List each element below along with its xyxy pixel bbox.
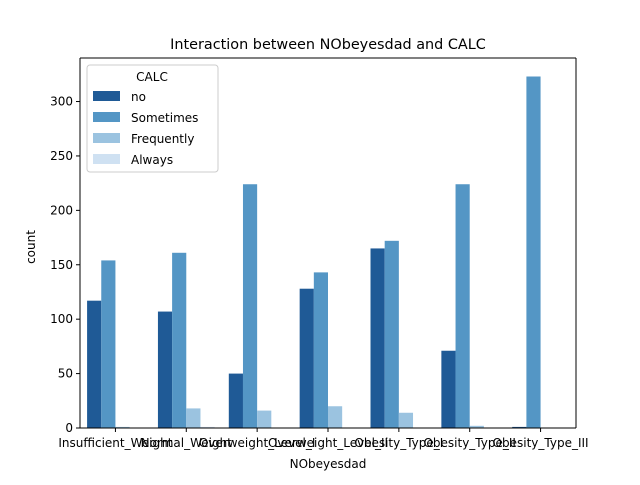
- bar: [200, 426, 215, 428]
- bar: [157, 311, 173, 428]
- y-tick-label: 300: [50, 95, 73, 109]
- bar: [384, 240, 399, 428]
- bar: [242, 184, 258, 428]
- bar: [87, 300, 102, 428]
- x-tick-label: Insufficient_Weight: [58, 436, 172, 450]
- bar: [512, 426, 527, 428]
- bar: [228, 373, 243, 428]
- bar: [257, 410, 272, 428]
- legend-swatch: [93, 91, 120, 101]
- y-tick-label: 100: [50, 312, 73, 326]
- bar: [469, 425, 484, 428]
- bar: [398, 412, 414, 428]
- x-tick-label: Obesity_Type_III: [493, 436, 589, 450]
- y-axis-label: count: [24, 230, 38, 264]
- legend-swatch: [93, 133, 120, 143]
- y-tick-label: 200: [50, 203, 73, 217]
- bars-layer: [87, 76, 541, 428]
- x-tick-label: Obesity_Type_II: [423, 436, 515, 450]
- legend: CALC no Sometimes Frequently Always: [86, 64, 219, 173]
- x-tick-label: Overweight_Level_I: [199, 436, 316, 450]
- bar: [115, 426, 130, 428]
- bar: [441, 350, 456, 428]
- y-tick-label: 150: [50, 258, 73, 272]
- legend-label: Sometimes: [131, 111, 198, 125]
- bar: [172, 252, 187, 428]
- legend-title: CALC: [136, 70, 168, 84]
- bar: [101, 260, 116, 428]
- y-tick-label: 250: [50, 149, 73, 163]
- legend-label: Always: [131, 153, 173, 167]
- x-tick-label: Obesity_Type_I: [354, 436, 443, 450]
- bar: [186, 408, 201, 428]
- bar: [455, 184, 470, 428]
- bar: [299, 288, 314, 428]
- chart-title: Interaction between NObeyesdad and CALC: [170, 37, 486, 53]
- legend-label: Frequently: [131, 132, 194, 146]
- bar: [526, 76, 541, 428]
- legend-swatch: [93, 154, 120, 164]
- bar: [328, 406, 343, 428]
- y-tick-label: 0: [65, 421, 73, 435]
- ticks-layer: 0 50 100 150 200 250 300 Insufficient_WeightNor…: [50, 95, 588, 450]
- y-tick-label: 50: [58, 367, 73, 381]
- x-tick-label: Normal_Weight: [141, 436, 233, 450]
- x-tick-label: Overweight_Level_II: [268, 436, 388, 450]
- legend-swatch: [93, 112, 120, 122]
- x-axis-label: NObeyesdad: [290, 457, 367, 471]
- bar: [370, 248, 385, 428]
- legend-label: no: [131, 90, 146, 104]
- bar: [313, 272, 328, 428]
- legend-items: no Sometimes Frequently Always: [93, 90, 198, 167]
